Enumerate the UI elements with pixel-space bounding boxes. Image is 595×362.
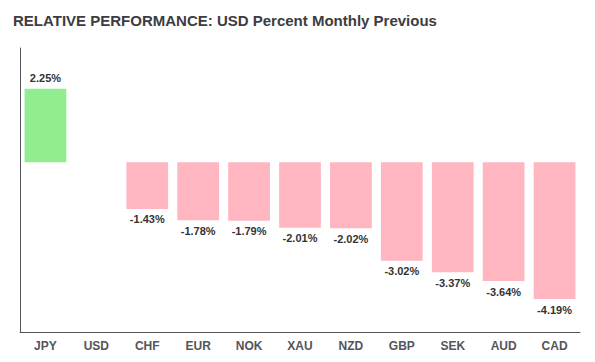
svg-text:-1.43%: -1.43% (130, 213, 165, 225)
svg-text:-1.78%: -1.78% (181, 225, 216, 237)
svg-text:-2.02%: -2.02% (333, 233, 368, 245)
svg-text:-3.37%: -3.37% (435, 277, 470, 289)
svg-text:-4.19%: -4.19% (537, 304, 572, 316)
svg-text:EUR: EUR (186, 339, 212, 353)
svg-text:GBP: GBP (389, 339, 415, 353)
svg-text:-3.64%: -3.64% (486, 286, 521, 298)
svg-text:NOK: NOK (236, 339, 263, 353)
svg-text:-1.79%: -1.79% (232, 225, 267, 237)
svg-text:SEK: SEK (440, 339, 465, 353)
svg-text:CAD: CAD (542, 339, 568, 353)
svg-text:XAU: XAU (287, 339, 312, 353)
svg-text:CHF: CHF (135, 339, 160, 353)
svg-text:RELATIVE PERFORMANCE: USD Perc: RELATIVE PERFORMANCE: USD Percent Monthl… (13, 12, 437, 29)
svg-text:NZD: NZD (339, 339, 364, 353)
svg-text:-2.01%: -2.01% (283, 232, 318, 244)
svg-text:2.25%: 2.25% (30, 72, 61, 84)
svg-text:JPY: JPY (34, 339, 57, 353)
svg-text:AUD: AUD (491, 339, 517, 353)
svg-text:-3.02%: -3.02% (384, 265, 419, 277)
svg-text:USD: USD (84, 339, 110, 353)
